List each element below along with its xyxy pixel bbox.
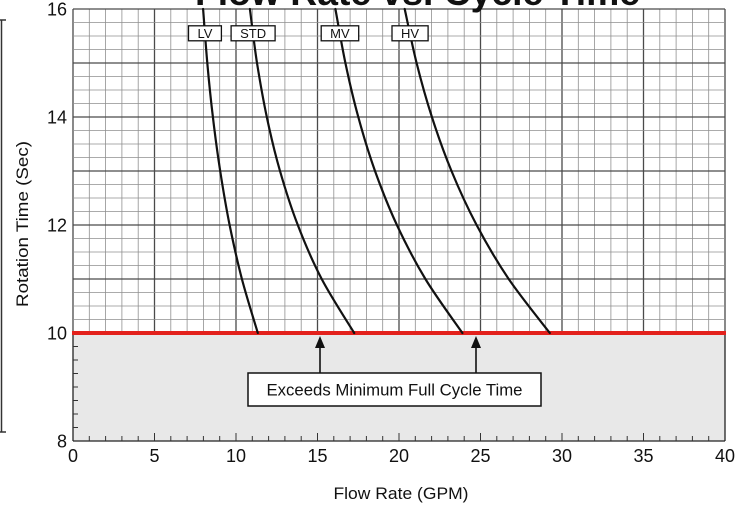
grid-layer [72, 8, 726, 334]
y-tick-label: 14 [47, 108, 67, 128]
y-tick-label: 8 [57, 432, 67, 452]
series-line-lv [202, 7, 259, 335]
series-label-text: STD [240, 26, 266, 41]
series-label-hv: HV [391, 25, 429, 42]
annotation-arrow-right [471, 336, 481, 373]
series-label-text: HV [401, 26, 419, 41]
y-tick-label: 12 [47, 216, 67, 236]
x-tick-label: 30 [552, 446, 572, 466]
annotation-text: Exceeds Minimum Full Cycle Time [267, 381, 523, 400]
series-label-mv: MV [320, 25, 360, 42]
annotation: Exceeds Minimum Full Cycle Time [247, 336, 542, 407]
x-tick-label: 10 [226, 446, 246, 466]
series-label-lv: LV [187, 25, 223, 42]
x-tick-label: 40 [715, 446, 735, 466]
x-tick-label: 35 [633, 446, 653, 466]
x-tick-label: 0 [68, 446, 78, 466]
series-label-layer: LV STD MV HV [187, 25, 429, 42]
series-label-std: STD [230, 25, 276, 42]
x-tick-label: 25 [470, 446, 490, 466]
series-line-mv [334, 7, 464, 335]
series-label-text: MV [330, 26, 350, 41]
annotation-box [247, 372, 542, 407]
x-axis-label: Flow Rate (GPM) [334, 484, 469, 503]
x-tick-label: 15 [307, 446, 327, 466]
x-tick-label: 5 [149, 446, 159, 466]
cropped-edge-bracket [0, 19, 6, 433]
tick-label-layer: 0 5 10 15 20 25 30 35 40 16 14 12 10 8 [47, 0, 735, 466]
series-label-box [187, 25, 223, 42]
series-line-hv [403, 7, 551, 335]
series-label-box [320, 25, 360, 42]
y-axis-label: Rotation Time (Sec) [13, 141, 32, 307]
annotation-arrow-left [315, 336, 325, 373]
y-tick-label: 10 [47, 324, 67, 344]
series-layer [202, 7, 551, 335]
x-tick-label: 20 [389, 446, 409, 466]
arrow-head [315, 336, 325, 348]
axis-layer [72, 333, 726, 442]
chart-title: Flow Rate vs. Cycle Time [195, 0, 640, 13]
series-label-box [230, 25, 276, 42]
arrow-head [471, 336, 481, 348]
series-line-std [248, 7, 356, 335]
series-label-text: LV [198, 26, 213, 41]
series-label-box [391, 25, 429, 42]
y-tick-label: 16 [47, 0, 67, 20]
